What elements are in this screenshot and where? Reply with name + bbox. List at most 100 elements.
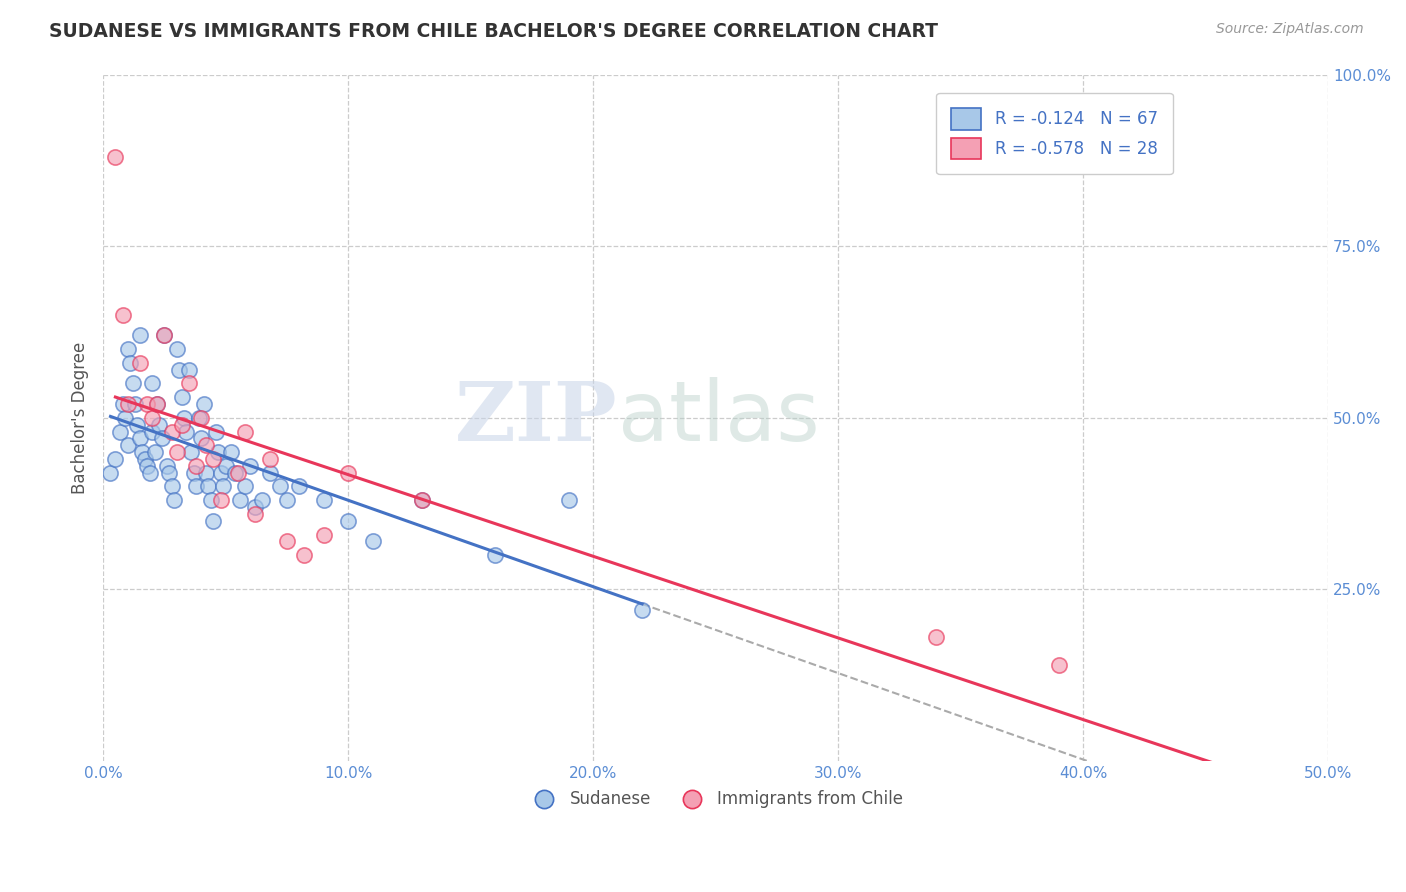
Point [136, 397, 159, 411]
Point [312, 493, 335, 508]
Point [131, 445, 153, 459]
Point [100, 466, 122, 480]
Point [136, 458, 159, 473]
Point [160, 425, 183, 439]
Point [120, 356, 142, 370]
Point [163, 493, 186, 508]
Point [153, 328, 176, 343]
Y-axis label: Bachelor's Degree: Bachelor's Degree [72, 342, 89, 494]
Point [190, 410, 212, 425]
Point [111, 397, 134, 411]
Point [121, 376, 143, 391]
Point [200, 493, 222, 508]
Point [110, 425, 132, 439]
Legend: Sudanese, Immigrants from Chile: Sudanese, Immigrants from Chile [522, 783, 910, 814]
Point [173, 410, 195, 425]
Point [186, 458, 208, 473]
Text: Source: ZipAtlas.com: Source: ZipAtlas.com [1216, 22, 1364, 37]
Point [411, 493, 433, 508]
Point [207, 445, 229, 459]
Point [141, 425, 163, 439]
Point [141, 410, 163, 425]
Point [233, 479, 256, 493]
Point [195, 466, 218, 480]
Point [269, 479, 291, 493]
Point [484, 548, 506, 562]
Point [167, 363, 190, 377]
Point [177, 363, 200, 377]
Point [276, 534, 298, 549]
Point [170, 390, 193, 404]
Text: SUDANESE VS IMMIGRANTS FROM CHILE BACHELOR'S DEGREE CORRELATION CHART: SUDANESE VS IMMIGRANTS FROM CHILE BACHEL… [49, 22, 938, 41]
Point [631, 603, 654, 617]
Point [177, 376, 200, 391]
Point [361, 534, 384, 549]
Point [124, 397, 146, 411]
Point [157, 466, 180, 480]
Point [190, 431, 212, 445]
Text: atlas: atlas [617, 377, 820, 458]
Point [243, 500, 266, 514]
Point [202, 452, 225, 467]
Point [288, 479, 311, 493]
Point [127, 417, 149, 432]
Point [195, 438, 218, 452]
Point [276, 493, 298, 508]
Point [146, 397, 169, 411]
Point [187, 410, 209, 425]
Point [557, 493, 579, 508]
Point [143, 445, 166, 459]
Point [160, 479, 183, 493]
Point [337, 466, 360, 480]
Point [226, 466, 249, 480]
Point [219, 445, 242, 459]
Point [202, 514, 225, 528]
Point [292, 548, 315, 562]
Point [411, 493, 433, 508]
Text: ZIP: ZIP [456, 378, 617, 458]
Point [214, 458, 236, 473]
Point [243, 507, 266, 521]
Point [212, 479, 235, 493]
Point [111, 308, 134, 322]
Point [209, 466, 232, 480]
Point [197, 479, 219, 493]
Point [252, 493, 274, 508]
Point [156, 458, 179, 473]
Point [337, 514, 360, 528]
Point [134, 452, 156, 467]
Point [312, 527, 335, 541]
Point [166, 445, 188, 459]
Point [117, 438, 139, 452]
Point [128, 356, 150, 370]
Point [925, 631, 948, 645]
Point [180, 445, 202, 459]
Point [1047, 657, 1070, 672]
Point [166, 342, 188, 356]
Point [150, 431, 173, 445]
Point [148, 417, 170, 432]
Point [193, 397, 215, 411]
Point [117, 397, 139, 411]
Point [233, 425, 256, 439]
Point [229, 493, 252, 508]
Point [259, 466, 281, 480]
Point [128, 328, 150, 343]
Point [205, 425, 228, 439]
Point [186, 479, 208, 493]
Point [141, 376, 163, 391]
Point [239, 458, 262, 473]
Point [104, 150, 127, 164]
Point [114, 410, 136, 425]
Point [117, 342, 139, 356]
Point [259, 452, 281, 467]
Point [224, 466, 246, 480]
Point [146, 397, 169, 411]
Point [138, 466, 160, 480]
Point [153, 328, 176, 343]
Point [104, 452, 127, 467]
Point [128, 431, 150, 445]
Point [176, 425, 198, 439]
Point [183, 466, 205, 480]
Point [170, 417, 193, 432]
